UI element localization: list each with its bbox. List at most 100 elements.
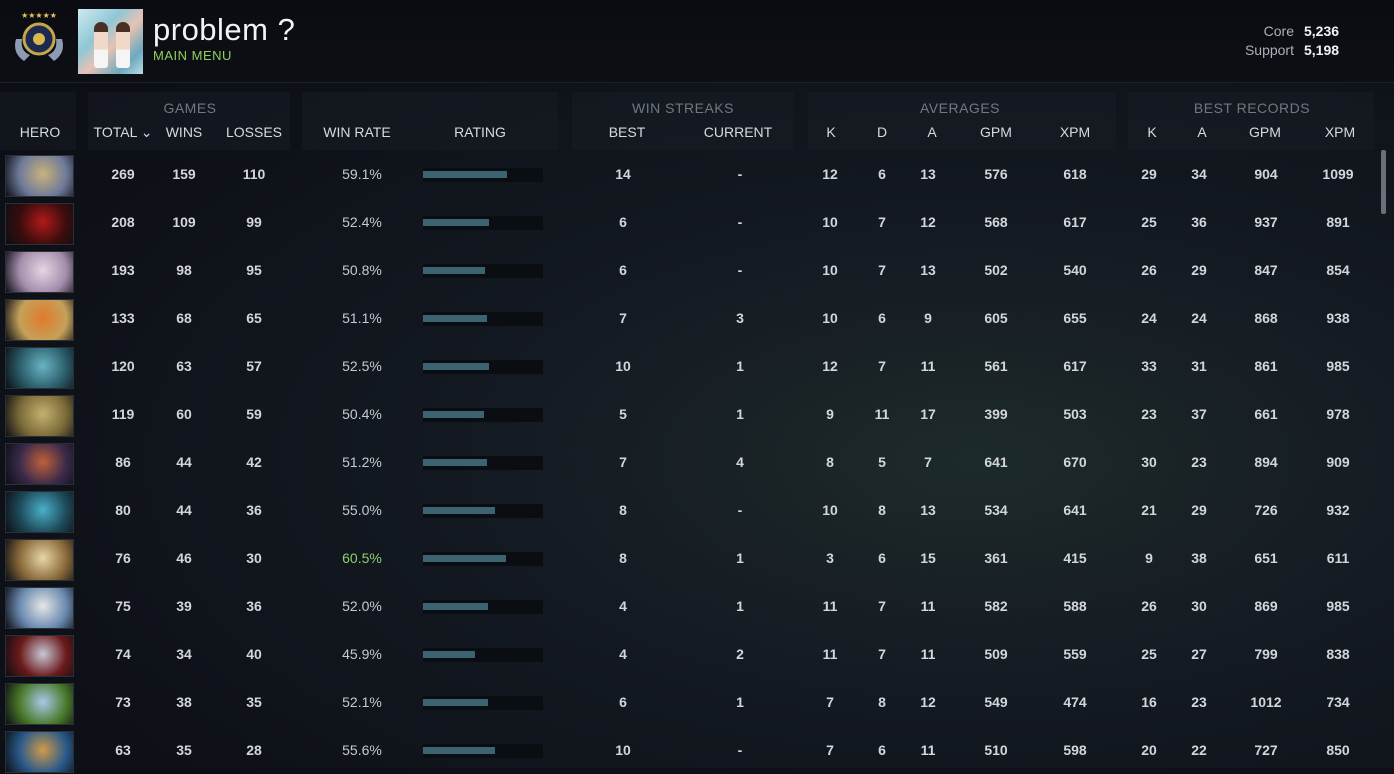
keeper-portrait-icon[interactable] — [5, 299, 74, 341]
col-best-streak[interactable]: BEST — [608, 124, 646, 140]
player-avatar[interactable] — [78, 9, 143, 74]
invoker-portrait-icon[interactable] — [5, 251, 74, 293]
cell-ba: 38 — [1191, 550, 1207, 566]
col-best-a[interactable]: A — [1197, 124, 1207, 140]
cell-k: 9 — [826, 406, 834, 422]
rating-bar — [423, 168, 543, 182]
table-row[interactable]: 73 38 35 52.1% 6 1 7 8 12 549 474 16 23 1012 734 — [0, 678, 1376, 726]
col-best-gpm[interactable]: GPM — [1249, 124, 1281, 140]
table-row[interactable]: 120 63 57 52.5% 10 1 12 7 11 561 617 33 31 861 985 — [0, 342, 1376, 390]
cell-gpm: 561 — [984, 358, 1008, 374]
cell-gpm: 361 — [984, 550, 1008, 566]
cell-win-rate: 59.1% — [342, 166, 382, 182]
cell-win-rate: 45.9% — [342, 646, 382, 662]
cell-xpm: 588 — [1063, 598, 1087, 614]
cell-losses: 65 — [246, 310, 262, 326]
rating-bar — [423, 216, 543, 230]
table-row[interactable]: 74 34 40 45.9% 4 2 11 7 11 509 559 25 27 799 838 — [0, 630, 1376, 678]
col-avg-gpm[interactable]: GPM — [980, 124, 1012, 140]
table-row[interactable]: 75 39 36 52.0% 4 1 11 7 11 582 588 26 30 869 985 — [0, 582, 1376, 630]
zeus-portrait-icon[interactable] — [5, 539, 74, 581]
cell-bgpm: 847 — [1254, 262, 1278, 278]
phantom-assassin-portrait-icon[interactable] — [5, 347, 74, 389]
tinker-portrait-icon[interactable] — [5, 155, 74, 197]
table-row[interactable]: 86 44 42 51.2% 7 4 8 5 7 641 670 30 23 894 909 — [0, 438, 1376, 486]
windranger-portrait-icon[interactable] — [5, 683, 74, 725]
table-row[interactable]: 269 159 110 59.1% 14 - 12 6 13 576 618 29 34 904 1099 — [0, 150, 1376, 198]
col-avg-d[interactable]: D — [876, 124, 888, 140]
rating-bar-fill — [423, 363, 489, 370]
cell-bgpm: 1012 — [1250, 694, 1282, 710]
cell-a: 11 — [920, 646, 936, 662]
col-losses[interactable]: LOSSES — [225, 124, 283, 140]
table-row[interactable]: 76 46 30 60.5% 8 1 3 6 15 361 415 9 38 651 611 — [0, 534, 1376, 582]
col-hero[interactable]: HERO — [19, 124, 61, 140]
brewmaster-portrait-icon[interactable] — [5, 731, 74, 773]
col-total[interactable]: TOTAL ⌄ — [93, 124, 153, 140]
cell-losses: 30 — [246, 550, 262, 566]
cell-bxpm: 978 — [1326, 406, 1350, 422]
col-best-xpm[interactable]: XPM — [1324, 124, 1356, 140]
morphling-portrait-icon[interactable] — [5, 491, 74, 533]
cell-k: 12 — [822, 358, 838, 374]
cell-bgpm: 894 — [1254, 454, 1278, 470]
rank-medal-icon: ★★★★★ — [15, 11, 63, 61]
scrollbar-thumb[interactable] — [1381, 150, 1386, 214]
cell-wins: 63 — [176, 358, 192, 374]
col-best-k[interactable]: K — [1147, 124, 1157, 140]
cell-d: 6 — [878, 550, 886, 566]
core-label: Core — [1263, 23, 1294, 39]
queen-of-pain-portrait-icon[interactable] — [5, 635, 74, 677]
table-row[interactable]: 193 98 95 50.8% 6 - 10 7 13 502 540 26 29 847 854 — [0, 246, 1376, 294]
col-win-rate[interactable]: WIN RATE — [323, 124, 391, 140]
cell-d: 7 — [878, 262, 886, 278]
main-menu-link[interactable]: MAIN MENU — [153, 48, 232, 63]
rating-bar-fill — [423, 747, 495, 754]
rating-bar-fill — [423, 267, 485, 274]
cell-gpm: 502 — [984, 262, 1008, 278]
cell-total: 74 — [115, 646, 131, 662]
col-avg-xpm[interactable]: XPM — [1059, 124, 1091, 140]
cell-d: 8 — [878, 502, 886, 518]
col-rating[interactable]: RATING — [454, 124, 506, 140]
hero-group-bg — [0, 92, 76, 150]
group-best-records: BEST RECORDS — [1193, 100, 1311, 116]
tusk-portrait-icon[interactable] — [5, 587, 74, 629]
shadow-fiend-portrait-icon[interactable] — [5, 203, 74, 245]
cell-best: 6 — [619, 214, 627, 230]
cell-ba: 29 — [1191, 262, 1207, 278]
cell-d: 6 — [878, 742, 886, 758]
cell-best: 7 — [619, 310, 627, 326]
cell-total: 120 — [111, 358, 135, 374]
support-label: Support — [1244, 42, 1294, 58]
alchemist-portrait-icon[interactable] — [5, 395, 74, 437]
support-value: 5,198 — [1304, 42, 1340, 58]
cell-wins: 44 — [176, 454, 192, 470]
cell-bk: 9 — [1145, 550, 1153, 566]
table-row[interactable]: 119 60 59 50.4% 5 1 9 11 17 399 503 23 37 661 978 — [0, 390, 1376, 438]
cell-k: 12 — [822, 166, 838, 182]
cell-current: 1 — [736, 694, 744, 710]
cell-xpm: 617 — [1063, 214, 1087, 230]
table-row[interactable]: 208 109 99 52.4% 6 - 10 7 12 568 617 25 36 937 891 — [0, 198, 1376, 246]
cell-a: 13 — [920, 166, 936, 182]
cell-a: 11 — [920, 598, 936, 614]
cell-losses: 57 — [246, 358, 262, 374]
anti-mage-portrait-icon[interactable] — [5, 443, 74, 485]
cell-bgpm: 937 — [1254, 214, 1278, 230]
col-current-streak[interactable]: CURRENT — [703, 124, 773, 140]
group-win-streaks: WIN STREAKS — [632, 100, 734, 116]
cell-gpm: 549 — [984, 694, 1008, 710]
group-games: GAMES — [163, 100, 217, 116]
table-row[interactable]: 133 68 65 51.1% 7 3 10 6 9 605 655 24 24 868 938 — [0, 294, 1376, 342]
col-wins[interactable]: WINS — [165, 124, 203, 140]
col-avg-k[interactable]: K — [826, 124, 836, 140]
cell-gpm: 582 — [984, 598, 1008, 614]
cell-win-rate: 52.5% — [342, 358, 382, 374]
cell-losses: 40 — [246, 646, 262, 662]
cell-xpm: 503 — [1063, 406, 1087, 422]
table-row[interactable]: 63 35 28 55.6% 10 - 7 6 11 510 598 20 22 727 850 — [0, 726, 1376, 774]
table-row[interactable]: 80 44 36 55.0% 8 - 10 8 13 534 641 21 29 726 932 — [0, 486, 1376, 534]
col-avg-a[interactable]: A — [927, 124, 937, 140]
cell-total: 119 — [111, 406, 135, 422]
